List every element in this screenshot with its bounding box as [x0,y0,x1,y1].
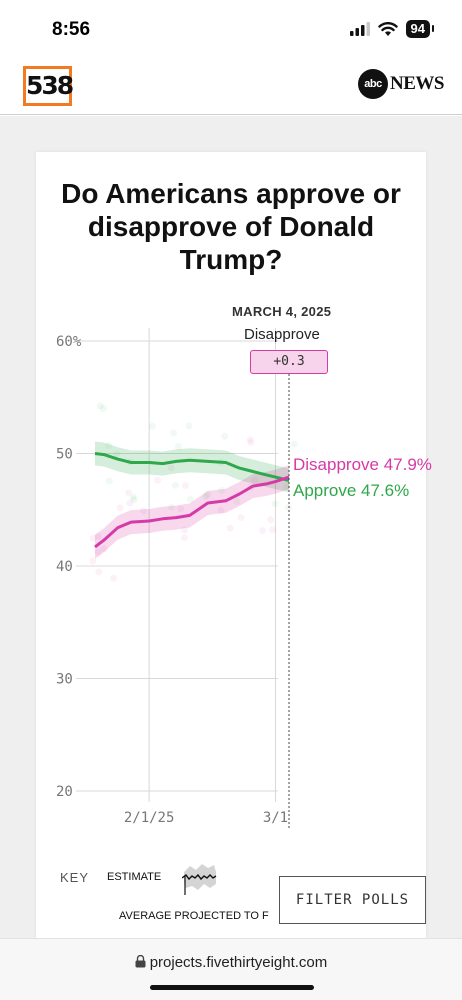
url-text: projects.fivethirtyeight.com [149,954,328,971]
poll-dot [170,429,178,437]
cellular-signal-icon [349,22,370,36]
trend-lines [94,452,290,549]
poll-dot [251,477,259,485]
abc-logo-circle: abc [358,69,389,99]
average-projected-label: AVERAGE PROJECTED TO F [119,910,269,922]
poll-dot [94,548,102,556]
poll-dot [105,477,113,485]
poll-dot [130,496,138,504]
poll-dot [129,493,137,501]
poll-dot [180,534,188,542]
poll-dot [116,504,124,512]
poll-dot [154,476,162,484]
site-header: 538 abc NEWS [0,60,462,115]
y-tick-label: 20 [56,784,73,800]
chart-grid [76,328,278,802]
home-indicator[interactable] [150,985,314,990]
poll-dot [202,492,210,500]
poll-dot [167,464,175,472]
poll-dot [258,527,266,535]
poll-dot [105,442,113,450]
poll-dot [221,432,229,440]
url-field[interactable]: projects.fivethirtyeight.com [0,954,462,971]
poll-dot [89,557,97,565]
fivethirtyeight-logo[interactable]: 538 [23,66,74,106]
hover-date: MARCH 4, 2025 [232,304,332,319]
poll-dot [100,545,108,553]
abc-news-logo[interactable]: abc NEWS [358,69,444,99]
poll-dot [246,436,254,444]
y-tick-label: 30 [56,672,73,688]
poll-dot [95,568,103,576]
approve-end-label: Approve 47.6% [293,481,410,500]
estimate-label: ESTIMATE [107,871,162,883]
status-bar: 8:56 94 [0,0,462,60]
browser-url-bar[interactable]: projects.fivethirtyeight.com [0,938,462,1000]
poll-dot [126,499,134,507]
poll-dot [186,495,194,503]
poll-dot [267,516,275,524]
logo-text: 538 [26,69,74,103]
poll-dot [185,422,193,430]
poll-dot [226,524,234,532]
poll-dot [148,422,156,430]
x-tick-label: 3/1 [263,810,288,826]
lock-icon [135,954,146,968]
wifi-icon [377,21,398,36]
abc-news-wordmark: NEWS [390,73,444,94]
axis-ticks: 60% 50 40 30 20 2/1/25 3/1 [56,334,288,826]
poll-dot [204,490,212,498]
poll-dot [290,440,298,448]
poll-dot [96,402,104,410]
approve-band [95,441,289,493]
status-icons: 94 [349,20,435,38]
poll-dots [89,402,298,582]
poll-dot [181,526,189,534]
disapprove-band [95,465,289,559]
poll-dot [99,404,107,412]
chart-card: Do Americans approve or disapprove of Do… [36,152,426,938]
poll-dot [217,507,225,515]
uncertainty-bands [95,441,289,559]
poll-dot [247,439,255,447]
x-tick-label: 2/1/25 [124,810,175,826]
disapprove-line [94,475,290,549]
poll-dot [89,534,97,542]
poll-dot [237,513,245,521]
poll-dot [110,574,118,582]
disapprove-end-label: Disapprove 47.9% [293,455,432,474]
poll-dot [217,486,225,494]
poll-dot [139,507,147,515]
poll-dot [167,503,175,511]
poll-dot [271,500,279,508]
hover-leader: Disapprove [244,326,320,343]
poll-dot [269,526,277,534]
estimate-key-icon [182,864,217,895]
chart-title: Do Americans approve or disapprove of Do… [61,178,401,275]
approve-line [94,452,290,482]
status-time: 8:56 [52,19,91,40]
y-tick-label: 40 [56,559,73,575]
poll-dot [233,497,241,505]
poll-dot [113,450,121,458]
filter-polls-button[interactable]: FILTER POLLS [279,876,426,924]
poll-dot [177,505,185,513]
poll-dot [94,532,102,540]
y-tick-label: 60% [56,334,82,350]
y-tick-label: 50 [56,447,73,463]
poll-dot [171,481,179,489]
poll-dot [125,489,133,497]
poll-dot [283,483,291,491]
poll-dot [181,482,189,490]
battery-indicator: 94 [405,20,435,38]
poll-dot [284,504,292,512]
key-label: KEY [60,870,90,885]
margin-badge: +0.3 [250,350,328,374]
poll-dot [174,443,182,451]
